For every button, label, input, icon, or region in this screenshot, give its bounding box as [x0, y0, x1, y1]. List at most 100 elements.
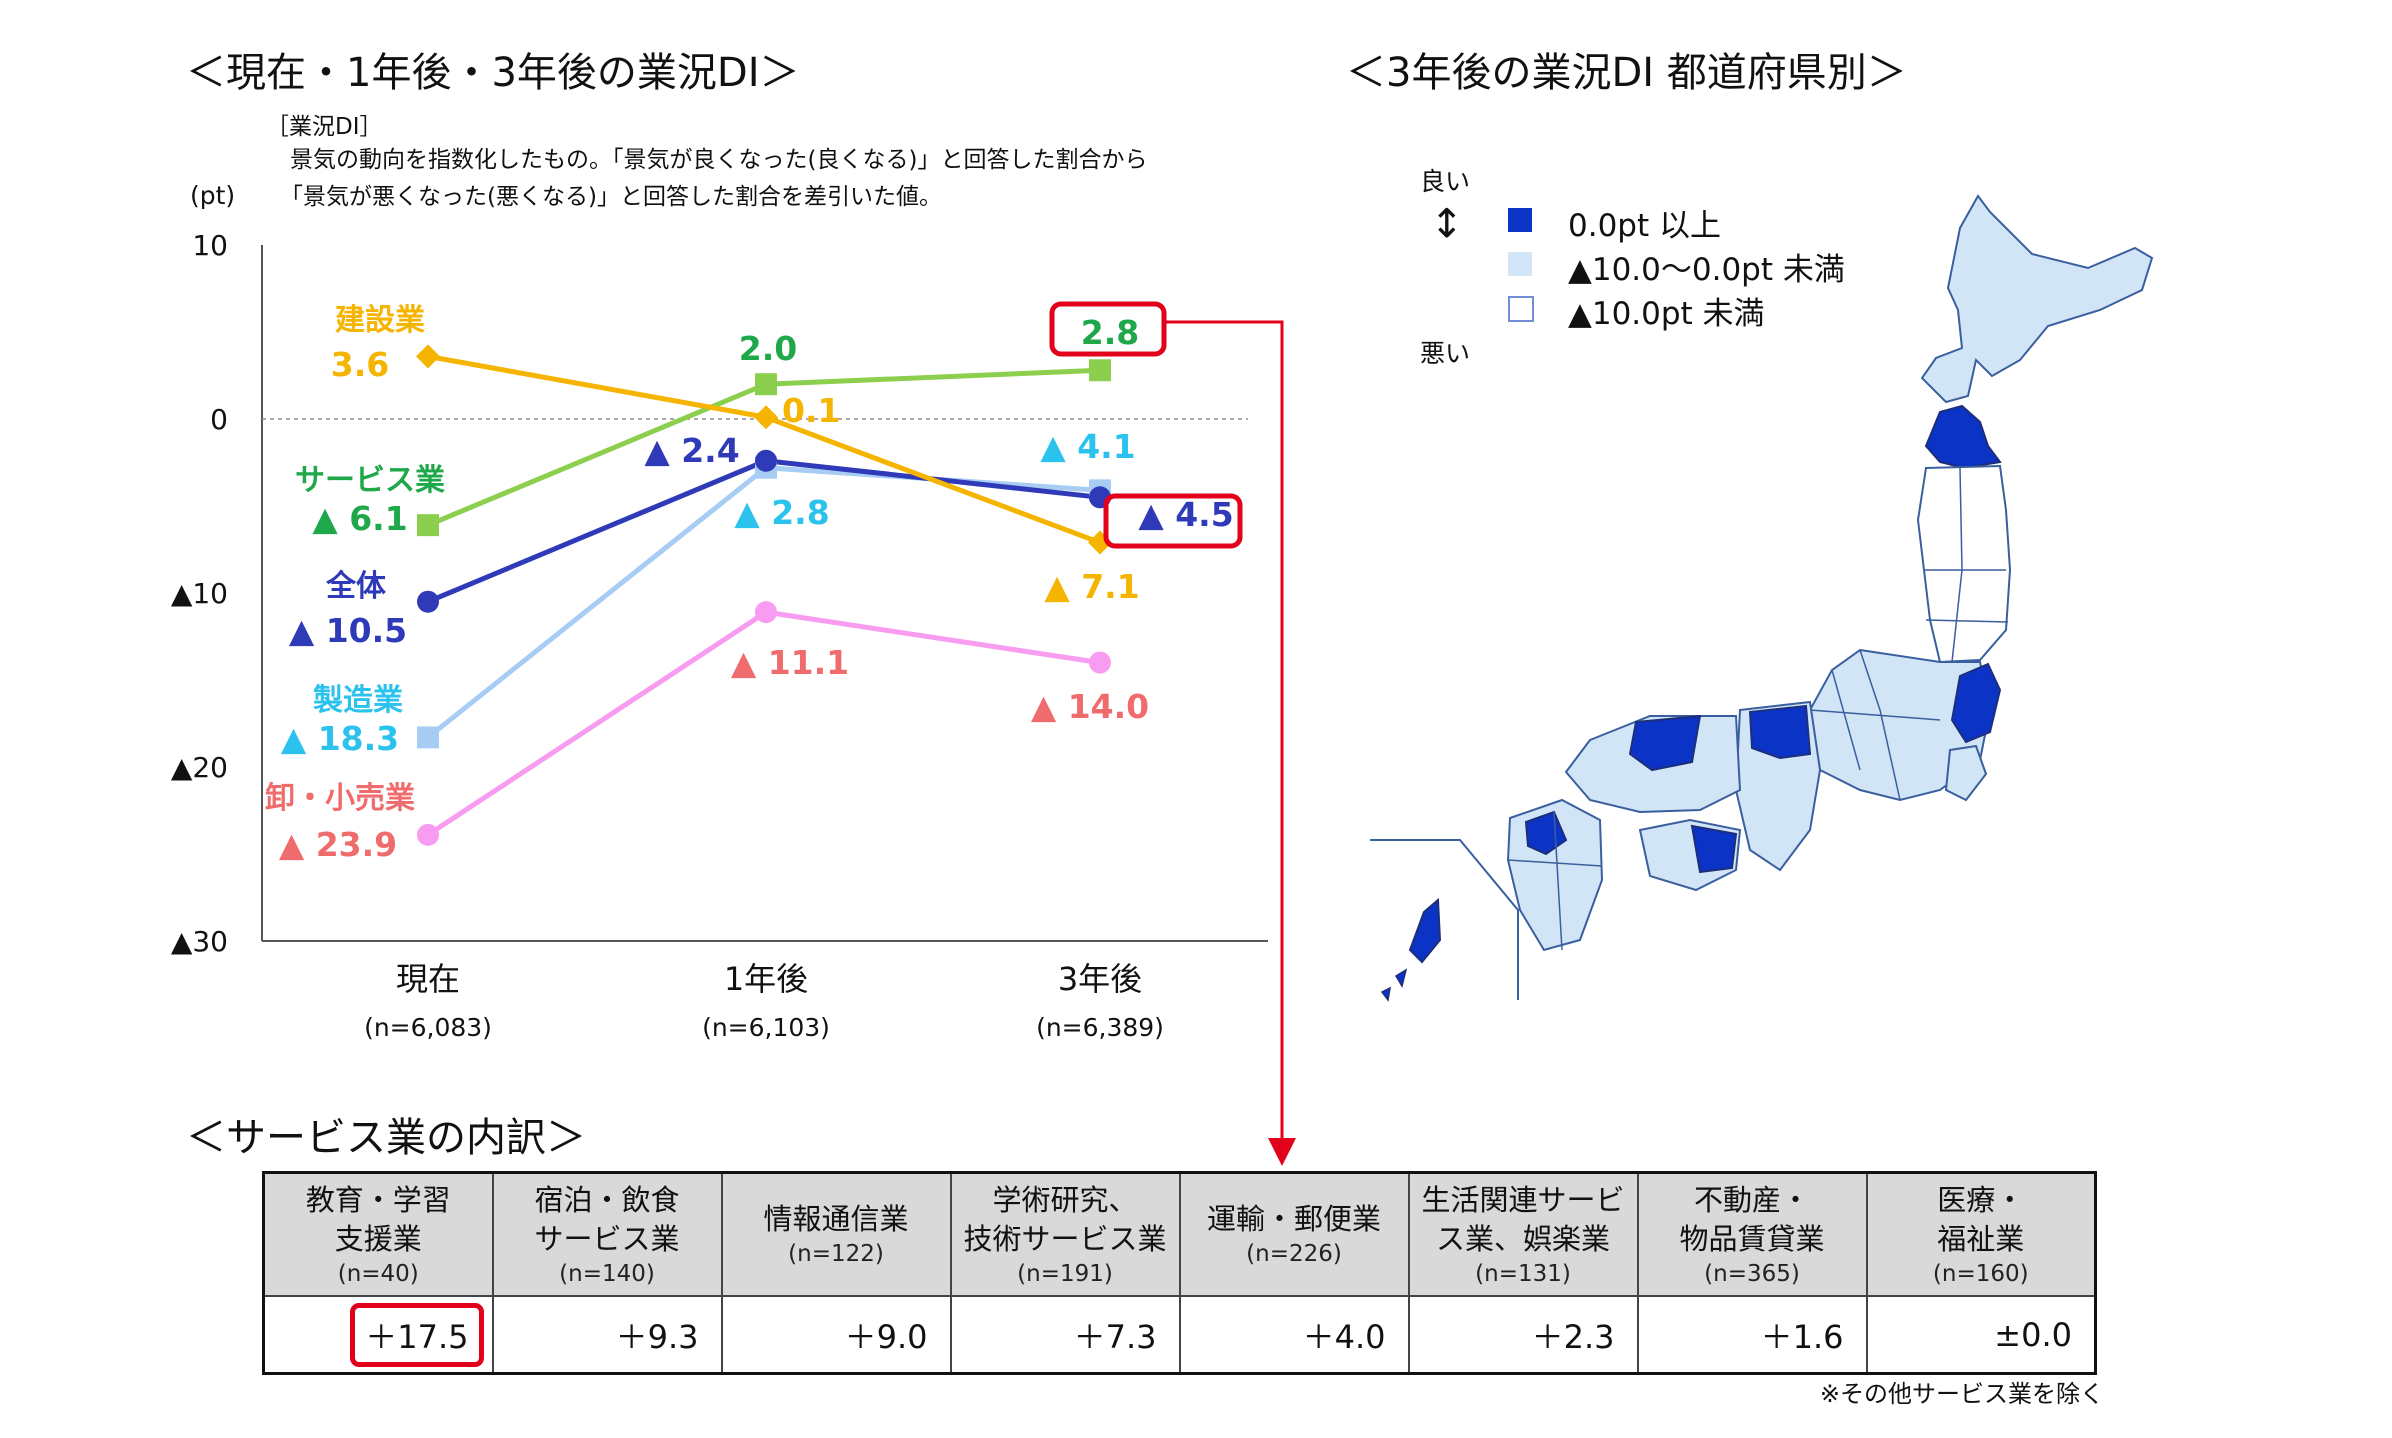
x-tick-sample: (n=6,389)	[1036, 1013, 1164, 1042]
definition-line-2: 「景気が悪くなった(悪くなる)」と回答した割合を差引いた値。	[280, 184, 942, 210]
point-construction	[754, 405, 778, 430]
map-ibaraki	[1950, 662, 2002, 744]
data-label-service: 2.8	[1081, 313, 1139, 352]
point-manufacturing	[417, 726, 439, 749]
table-value-cell: ＋17.5	[262, 1295, 494, 1375]
x-tick-sample: (n=6,103)	[702, 1013, 830, 1042]
data-label-total: ▲ 10.5	[289, 611, 407, 650]
series-name-construction: 建設業	[335, 303, 425, 338]
prefecture-map	[1370, 194, 2154, 1002]
point-service	[417, 514, 439, 537]
table-header-cell: 教育・学習 支援業 (n=40)	[262, 1171, 494, 1297]
map-shikoku-dark	[1690, 824, 1738, 874]
y-tick-label: 10	[192, 229, 228, 262]
point-service	[1089, 359, 1111, 382]
data-label-construction: 0.1	[782, 391, 840, 430]
map-title: ＜3年後の業況DI 都道府県別＞	[1346, 50, 1907, 96]
map-scale-bad: 悪い	[1420, 339, 1471, 368]
table-value-cell: ＋9.3	[491, 1295, 723, 1375]
data-label-service: 2.0	[739, 329, 797, 368]
map-chiba	[1944, 744, 1988, 802]
legend-label-light: ▲10.0～0.0pt 未満	[1568, 252, 1845, 288]
table-header-cell: 学術研究、 技術サービス業 (n=191)	[949, 1171, 1181, 1297]
series-name-manufacturing: 製造業	[313, 683, 403, 718]
map-kinki-dark	[1748, 704, 1812, 760]
table-header-row: 教育・学習 支援業 (n=40) 宿泊・飲食 サービス業 (n=140) 情報通信業…	[262, 1171, 2097, 1297]
table-header-cell: 生活関連サービ ス業、娯楽業 (n=131)	[1407, 1171, 1639, 1297]
table-header-cell: 不動産・ 物品賃貸業 (n=365)	[1636, 1171, 1868, 1297]
table-value-cell: ＋9.0	[720, 1295, 952, 1375]
map-kanto-chubu	[1808, 648, 1992, 802]
map-chubu-lines	[1809, 649, 1941, 801]
y-tick-label: ▲10	[171, 577, 228, 610]
map-okinawa	[1408, 897, 1442, 964]
table-value-cell: ±0.0	[1865, 1295, 2097, 1375]
map-kyushu-lines	[1507, 811, 1603, 951]
point-retail	[755, 601, 777, 624]
highlighted-value: ＋17.5	[350, 1302, 484, 1367]
table-value-cell: ＋2.3	[1407, 1295, 1639, 1375]
table-value-cell: ＋1.6	[1636, 1295, 1868, 1375]
legend-swatch-outline	[1508, 296, 1534, 322]
data-label-construction: ▲ 7.1	[1044, 567, 1139, 606]
definition-line-1: 景気の動向を指数化したもの。「景気が良くなった(良くなる)」と回答した割合から	[290, 147, 1148, 173]
line-chart-title: ＜現在・1年後・3年後の業況DI＞	[186, 50, 800, 96]
map-tohoku	[1916, 464, 2012, 664]
data-label-manufacturing: ▲ 18.3	[281, 719, 399, 758]
map-hokkaido	[1920, 194, 2154, 404]
data-label-retail: ▲ 23.9	[279, 825, 397, 864]
x-tick-label: 3年後	[1058, 960, 1142, 998]
highlight-box-service	[1049, 301, 1167, 357]
table-header-cell: 宿泊・飲食 サービス業 (n=140)	[491, 1171, 723, 1297]
point-total	[417, 590, 439, 613]
point-construction	[416, 344, 440, 369]
point-retail	[1089, 651, 1111, 674]
data-label-manufacturing: ▲ 2.8	[734, 493, 829, 532]
highlight-box-total	[1103, 493, 1243, 549]
series-name-total: 全体	[325, 569, 387, 604]
map-okinawa-islands	[1380, 968, 1408, 1002]
map-scale-good: 良い	[1420, 167, 1471, 196]
service-breakdown-table: 教育・学習 支援業 (n=40) 宿泊・飲食 サービス業 (n=140) 情報通信業…	[262, 1171, 2097, 1375]
definition-label: ［業況DI］	[266, 114, 383, 140]
series-name-retail: 卸・小売業	[265, 781, 415, 816]
x-tick-sample: (n=6,083)	[364, 1013, 492, 1042]
map-aomori	[1924, 404, 2002, 470]
y-axis-unit: (pt)	[190, 181, 235, 210]
legend-swatch-dark	[1508, 208, 1532, 232]
map-tohoku-inner	[1924, 467, 2009, 663]
data-label-manufacturing: ▲ 4.1	[1040, 427, 1135, 466]
connector-line	[1162, 320, 1284, 1150]
y-tick-label: 0	[210, 403, 228, 436]
x-tick-label: 現在	[396, 960, 460, 998]
legend-swatch-light	[1508, 252, 1532, 276]
map-chugoku-dark	[1628, 714, 1702, 772]
y-tick-label: ▲20	[171, 751, 228, 784]
data-label-retail: ▲ 11.1	[731, 643, 849, 682]
point-service	[755, 373, 777, 396]
data-label-service: ▲ 6.1	[312, 499, 407, 538]
table-value-cell: ＋7.3	[949, 1295, 1181, 1375]
updown-arrow-icon: ↕	[1430, 201, 1464, 247]
table-header-cell: 医療・ 福祉業 (n=160)	[1865, 1171, 2097, 1297]
x-tick-label: 1年後	[724, 960, 808, 998]
line-chart: (pt) 10 0 ▲10 ▲20 ▲30 現在 (n=6,083) 1年後 (n=6,103) 3…	[171, 181, 1268, 1042]
series-name-service: サービス業	[295, 463, 445, 498]
data-label-retail: ▲ 14.0	[1031, 687, 1149, 726]
data-label-total: ▲ 2.4	[644, 431, 739, 470]
legend-label-outline: ▲10.0pt 未満	[1568, 296, 1765, 332]
table-header-cell: 運輸・郵便業 (n=226)	[1178, 1171, 1410, 1297]
data-label-construction: 3.6	[331, 345, 389, 384]
map-okinawa-frame	[1370, 839, 1519, 1000]
table-header-cell: 情報通信業 (n=122)	[720, 1171, 952, 1297]
table-value-row: ＋17.5 ＋9.3 ＋9.0 ＋7.3 ＋4.0 ＋2.3 ＋1.6 ±0.0	[262, 1295, 2097, 1375]
y-tick-label: ▲30	[171, 925, 228, 958]
point-total	[755, 449, 777, 472]
connector-arrowhead	[1268, 1138, 1296, 1166]
data-label-total: ▲ 4.5	[1138, 495, 1233, 534]
legend-label-dark: 0.0pt 以上	[1568, 208, 1721, 244]
breakdown-title: ＜サービス業の内訳＞	[186, 1115, 586, 1161]
table-value-cell: ＋4.0	[1178, 1295, 1410, 1375]
